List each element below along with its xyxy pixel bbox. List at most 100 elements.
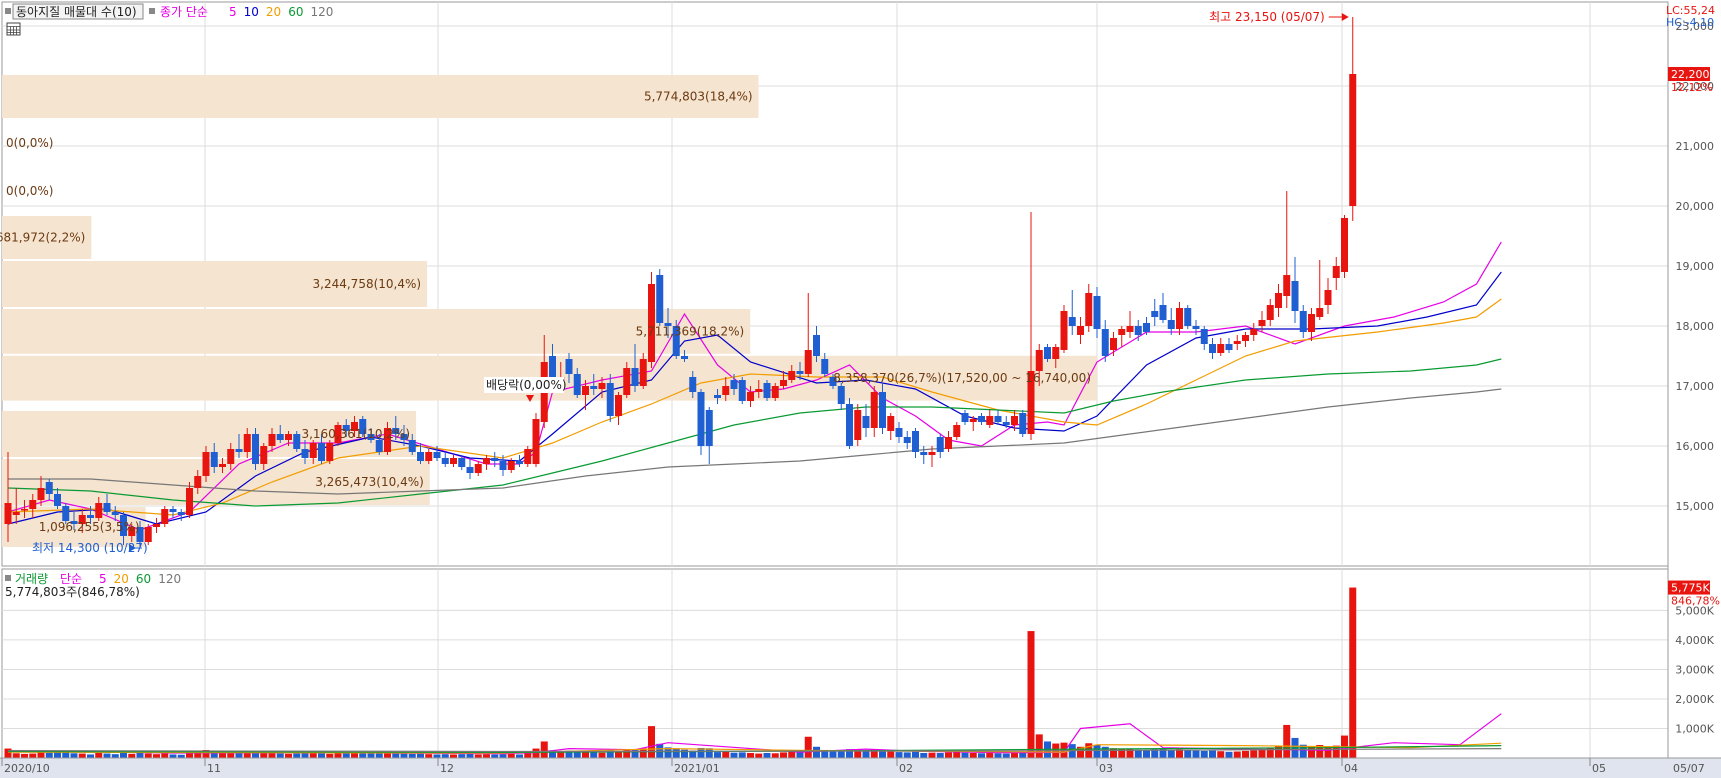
- axis-background: [1669, 0, 1721, 778]
- volume-bar: [1134, 749, 1142, 758]
- candle-body: [235, 449, 243, 452]
- volume-bar: [1258, 749, 1266, 758]
- volume-bar: [540, 741, 548, 758]
- candle-body: [895, 428, 903, 437]
- volume-bar: [994, 753, 1002, 758]
- volume-bar: [573, 751, 581, 758]
- candle-body: [1126, 326, 1134, 332]
- candle-body: [78, 515, 86, 524]
- last-volume-tag: 5,775K 846,78%: [1668, 580, 1720, 608]
- volume-bar: [186, 751, 193, 758]
- candle-body: [813, 335, 820, 356]
- price-tick-label: 16,000: [1676, 440, 1715, 453]
- ma-period-120: 120: [310, 5, 333, 19]
- volume-bar: [235, 752, 243, 758]
- candle-body: [301, 449, 309, 458]
- candle-body: [375, 440, 383, 452]
- volume-panel[interactable]: [1, 568, 1669, 759]
- candle-body: [1011, 416, 1018, 425]
- volume-profile-label: 3,244,758(10,4%): [313, 277, 422, 291]
- volume-bar: [285, 753, 292, 758]
- candle-body: [788, 371, 796, 380]
- volume-ma-type: 단순: [60, 572, 82, 586]
- date-tick-label: 11: [207, 762, 221, 775]
- volume-bar: [301, 753, 309, 758]
- candle-body: [293, 434, 301, 449]
- volume-bar: [309, 752, 317, 758]
- candle-body: [507, 461, 515, 470]
- volume-bar: [425, 754, 433, 758]
- volume-bar: [780, 752, 787, 758]
- candle-body: [318, 443, 325, 461]
- volume-bar: [54, 752, 61, 758]
- candle-body: [846, 404, 853, 446]
- candle-body: [879, 392, 886, 428]
- volume-bar: [1118, 749, 1126, 758]
- volume-bar: [4, 748, 12, 758]
- volume-bar: [714, 752, 721, 758]
- volume-bar: [648, 726, 655, 758]
- volume-profile-bar: [2, 411, 417, 457]
- candle-body: [821, 359, 829, 374]
- volume-bar: [392, 752, 400, 758]
- hc-value: HC:-4,10: [1666, 16, 1714, 29]
- volume-bar: [1209, 750, 1216, 758]
- volume-bar: [153, 754, 160, 758]
- volume-profile-label: 1,096,255(3,5%): [39, 520, 140, 534]
- candle-body: [450, 458, 457, 464]
- ma-period-120: 120: [158, 572, 181, 586]
- last-volume-value: 5,775K: [1671, 582, 1710, 595]
- volume-bar: [870, 749, 878, 758]
- candle-body: [384, 428, 391, 452]
- candle-body: [1283, 275, 1291, 296]
- indicator-name-box[interactable]: [12, 3, 144, 20]
- volume-bar: [796, 751, 804, 758]
- candle-body: [499, 461, 507, 470]
- volume-ma-period-list: 5 20 60 120: [99, 572, 181, 586]
- volume-bar: [161, 753, 169, 758]
- date-tick-label: 02: [899, 762, 913, 775]
- volume-bar: [1101, 746, 1109, 758]
- candle-body: [351, 422, 358, 431]
- ma-line: [7, 298, 1502, 516]
- calendar-icon-grid: [7, 26, 20, 35]
- candle-body: [62, 506, 70, 521]
- candle-body: [1233, 341, 1241, 344]
- candle-body: [755, 389, 763, 392]
- candle-body: [128, 527, 136, 536]
- volume-bar: [1159, 748, 1167, 758]
- volume-bar: [755, 753, 763, 758]
- volume-bar: [499, 754, 507, 758]
- candle-body: [1019, 413, 1027, 434]
- volume-profile-label: 3,160,361(10,2%): [301, 427, 410, 441]
- volume-bar: [524, 752, 532, 758]
- volume-bar: [1266, 747, 1274, 758]
- candle-body: [837, 386, 845, 404]
- calendar-icon[interactable]: [6, 22, 21, 36]
- volume-profile-labels: 1,096,255(3,5%) 3,265,473(10,4%) 3,160,361…: [0, 90, 1091, 535]
- candle-body: [1184, 308, 1192, 326]
- candle-body: [466, 467, 474, 473]
- last-price-change: 12,12%: [1671, 81, 1713, 94]
- candle-body: [1085, 293, 1093, 326]
- high-annotation: 최고 23,150 (05/07): [1209, 10, 1349, 24]
- volume-legend: 거래량 단순 5 20 60 120 5,774,803주(846,78%): [5, 572, 181, 599]
- volume-bar: [557, 751, 565, 758]
- volume-bar: [120, 751, 127, 758]
- candle-body: [21, 509, 28, 511]
- volume-bar: [590, 752, 598, 758]
- candle-body: [153, 524, 160, 527]
- volume-bar: [507, 753, 515, 758]
- volume-bar: [87, 754, 94, 758]
- candle-body: [433, 452, 441, 458]
- volume-bar: [582, 751, 589, 758]
- candle-body: [276, 434, 284, 440]
- volume-bar: [1299, 744, 1307, 758]
- volume-bar: [210, 751, 218, 758]
- candle-body: [252, 434, 259, 464]
- date-tick-label: 03: [1099, 762, 1113, 775]
- candle-body: [763, 383, 771, 398]
- candle-body: [202, 452, 210, 476]
- ma-line: [8, 388, 1502, 495]
